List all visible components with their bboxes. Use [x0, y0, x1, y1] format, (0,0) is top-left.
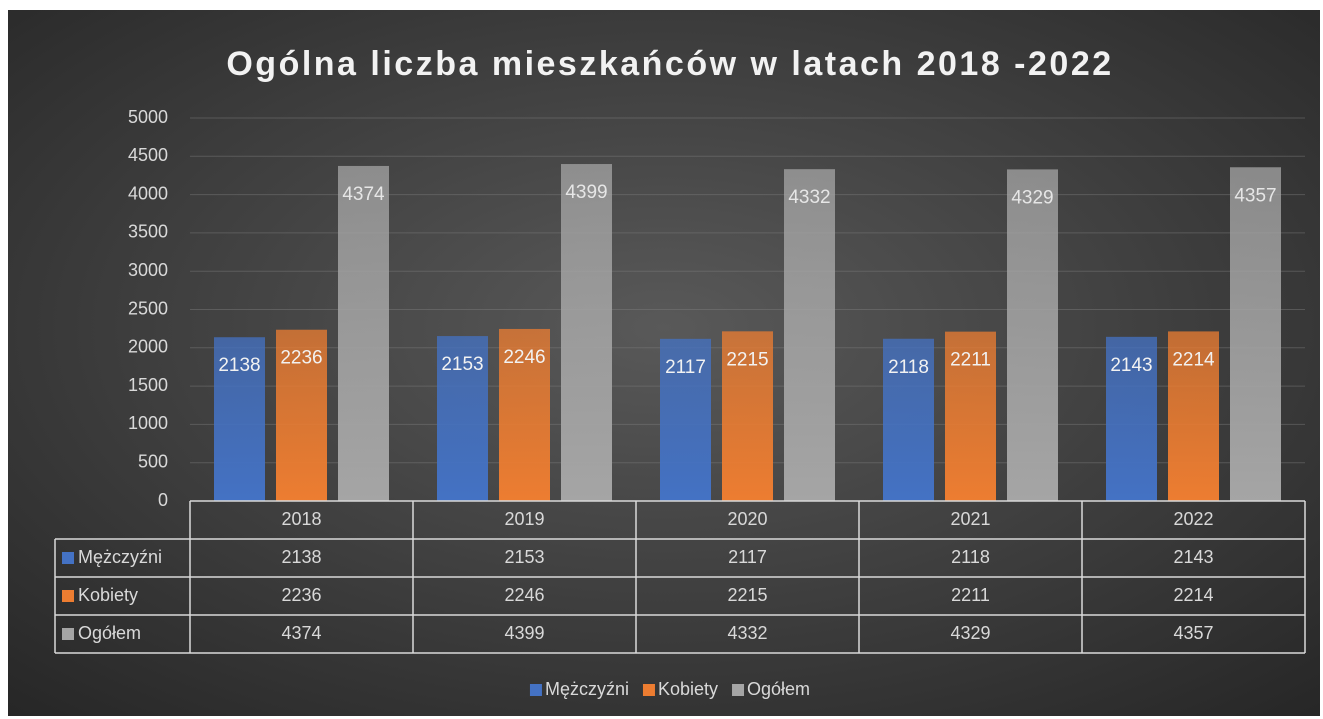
bar — [499, 328, 550, 501]
chart-title: Ogólna liczba mieszkańców w latach 2018 … — [226, 45, 1113, 83]
y-tick-label: 1000 — [128, 413, 168, 433]
bar — [276, 329, 327, 501]
y-tick-label: 2500 — [128, 298, 168, 318]
x-tick-label: 2018 — [281, 509, 321, 529]
bar — [945, 331, 996, 501]
table-cell: 2214 — [1173, 585, 1213, 605]
data-label: 4399 — [565, 182, 607, 203]
table-cell: 4374 — [281, 623, 321, 643]
table-cell: 2138 — [281, 547, 321, 567]
y-tick-label: 3000 — [128, 260, 168, 280]
y-tick-label: 2000 — [128, 337, 168, 357]
data-label: 2236 — [280, 348, 322, 369]
bar — [660, 338, 711, 501]
legend-label: Ogółem — [747, 679, 810, 699]
data-label: 2143 — [1110, 355, 1152, 376]
table-cell: 2153 — [504, 547, 544, 567]
y-tick-label: 1500 — [128, 375, 168, 395]
bar — [338, 165, 389, 501]
legend-label: Kobiety — [658, 679, 718, 699]
table-legend-key — [62, 590, 74, 602]
data-label: 2246 — [503, 347, 545, 368]
x-tick-label: 2019 — [504, 509, 544, 529]
y-tick-label: 5000 — [128, 107, 168, 127]
bar — [214, 337, 265, 501]
table-cell: 2117 — [728, 547, 767, 567]
data-label: 2214 — [1172, 349, 1215, 370]
bar — [1230, 167, 1281, 502]
legend-key — [642, 684, 655, 696]
x-tick-label: 2022 — [1173, 509, 1213, 529]
table-cell: 2211 — [951, 585, 990, 605]
data-label: 2118 — [888, 357, 929, 378]
table-cell: 2236 — [281, 585, 321, 605]
data-label: 2211 — [950, 350, 991, 371]
x-tick-label: 2021 — [950, 509, 990, 529]
bar — [722, 331, 773, 501]
bar — [1106, 336, 1157, 501]
table-cell: 4399 — [504, 623, 544, 643]
legend-key — [732, 684, 745, 696]
data-label: 2117 — [665, 357, 706, 378]
table-row-label: Mężczyźni — [78, 547, 162, 567]
bar — [1168, 331, 1219, 501]
legend-key — [529, 684, 542, 696]
table-legend-key — [62, 628, 74, 640]
y-tick-label: 0 — [158, 490, 168, 510]
table-legend-key — [62, 552, 74, 564]
table-cell: 4332 — [727, 623, 767, 643]
data-label: 4374 — [342, 184, 385, 205]
table-cell: 2118 — [951, 547, 990, 567]
x-tick-label: 2020 — [727, 509, 767, 529]
table-cell: 2143 — [1173, 547, 1213, 567]
data-label: 4332 — [788, 187, 830, 208]
y-tick-label: 500 — [138, 451, 168, 471]
bar — [437, 336, 488, 501]
table-row-label: Kobiety — [78, 585, 138, 605]
legend-label: Mężczyźni — [545, 679, 629, 699]
y-tick-label: 3500 — [128, 222, 168, 242]
table-cell: 2246 — [504, 585, 544, 605]
table-cell: 4329 — [950, 623, 990, 643]
data-label: 4357 — [1234, 185, 1276, 206]
bar — [1007, 169, 1058, 501]
table-cell: 4357 — [1173, 623, 1213, 643]
table-row-label: Ogółem — [78, 623, 141, 643]
y-tick-label: 4500 — [128, 145, 168, 165]
data-label: 4329 — [1011, 187, 1053, 208]
bar — [784, 169, 835, 501]
legend: Mężczyźni Kobiety Ogółem — [529, 679, 810, 699]
data-label: 2215 — [726, 349, 768, 370]
table-cell: 2215 — [727, 585, 767, 605]
data-label: 2138 — [218, 355, 260, 376]
y-tick-label: 4000 — [128, 183, 168, 203]
bar — [561, 164, 612, 501]
bar — [883, 338, 934, 501]
data-label: 2153 — [441, 354, 483, 375]
